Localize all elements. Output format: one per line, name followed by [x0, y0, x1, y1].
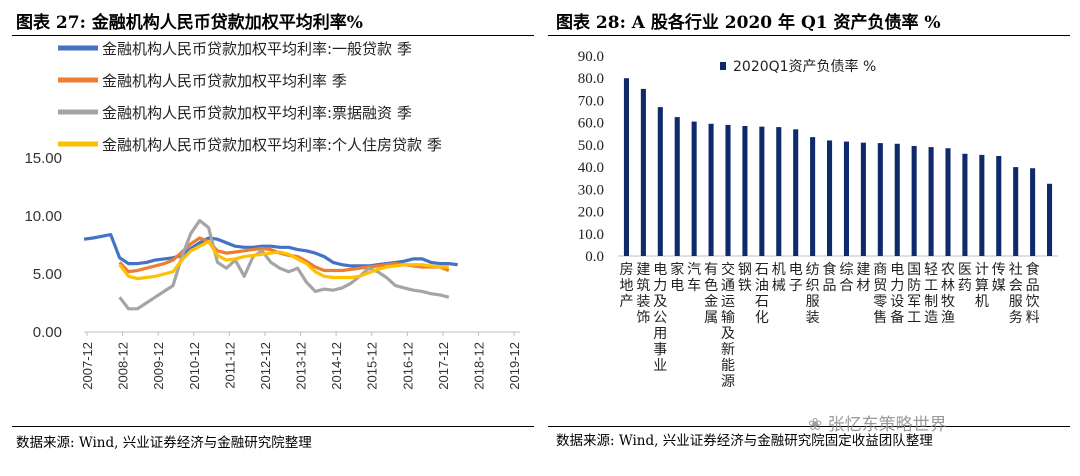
y-tick-label: 15.00: [24, 150, 62, 167]
bar: [945, 148, 951, 256]
x-category-label: 传媒: [992, 262, 1006, 294]
bar-chart: 0.0 10.0 20.0 30.0 40.0 50.0 60.0 70.0 80.0 90.0 房…: [578, 49, 1058, 390]
legend-label-blue: 金融机构人民币贷款加权平均利率:一般贷款 季: [102, 40, 412, 58]
bar: [742, 126, 748, 256]
bar: [979, 154, 985, 256]
legend-label-orange: 金融机构人民币贷款加权平均利率 季: [102, 72, 347, 90]
bar: [843, 141, 849, 256]
y-tick-label: 20.0: [578, 205, 604, 221]
bar: [860, 142, 866, 256]
bar: [877, 143, 883, 256]
bar: [996, 156, 1002, 256]
y-tick-label: 90.0: [578, 49, 604, 65]
y-tick-label: 0.0: [585, 249, 604, 265]
x-category-label: 社会服务: [1009, 262, 1023, 326]
y-tick-label: 60.0: [578, 116, 604, 132]
x-category-label: 电力及公用事业: [653, 262, 667, 374]
y-tick-label: 10.0: [578, 227, 604, 243]
right-source-rule: [548, 426, 1070, 427]
x-tick-label: 2008-12: [116, 342, 131, 390]
x-tick-label: 2015-12: [365, 342, 380, 390]
right-source-note: 数据来源: Wind, 兴业证券经济与金融研究院固定收益团队整理: [556, 433, 933, 449]
bar: [894, 143, 900, 256]
bar: [708, 123, 714, 257]
bar: [911, 146, 917, 256]
x-category-label: 电力设备: [890, 262, 904, 326]
x-category-label: 建材: [856, 262, 870, 294]
line-chart: 0.00 5.00 10.00 15.00 2007-12 2008-12 2009-12 2…: [24, 40, 522, 390]
x-tick-label: 2019-12: [507, 342, 522, 390]
x-category-label: 商贸零售: [873, 262, 887, 326]
watermark-text: ❀ 张忆东策略世界: [808, 410, 947, 435]
x-tick-label: 2016-12: [400, 342, 415, 390]
legend-swatch: [720, 62, 726, 70]
y-tick-label: 70.0: [578, 93, 604, 109]
x-category-label: 机械: [772, 262, 786, 294]
bar: [928, 147, 934, 256]
y-tick-label: 40.0: [578, 160, 604, 176]
left-title-rule: [12, 35, 534, 36]
right-chart-title: 图表 28: A 股各行业 2020 年 Q1 资产负债率 %: [556, 13, 941, 33]
x-category-label: 食品饮料: [1026, 261, 1040, 326]
legend-label-yellow: 金融机构人民币贷款加权平均利率:个人住房贷款 季: [102, 136, 442, 154]
bar: [827, 140, 833, 256]
bar: [1030, 168, 1036, 256]
x-category-label: 有色金属: [704, 262, 718, 326]
x-tick-label: 2011-12: [222, 342, 237, 389]
x-tick-label: 2013-12: [294, 342, 309, 390]
series-line-yellow: [118, 239, 449, 281]
y-tick-label: 50.0: [578, 138, 604, 154]
x-tick-label: 2010-12: [187, 342, 202, 390]
y-tick-label: 0.00: [33, 324, 62, 341]
x-category-label: 纺织服装: [806, 262, 820, 326]
bar: [1013, 167, 1019, 256]
bar: [623, 78, 629, 256]
right-title-rule: [548, 35, 1070, 36]
y-tick-label: 30.0: [578, 182, 604, 198]
left-source-rule: [12, 426, 534, 427]
watermark-label: 张忆东策略世界: [827, 415, 947, 435]
x-category-label: 家电: [670, 261, 684, 294]
x-tick-label: 2007-12: [80, 342, 95, 390]
x-category-label: 交通运输及新能源: [721, 261, 735, 390]
x-category-label: 建筑装饰: [636, 262, 650, 326]
x-category-label: 综合: [839, 262, 853, 294]
x-category-label: 汽车: [687, 262, 701, 294]
y-tick-label: 80.0: [578, 71, 604, 87]
x-tick-label: 2009-12: [151, 342, 166, 390]
x-tick-label: 2017-12: [436, 342, 451, 390]
legend-label: 2020Q1资产负债率 %: [733, 58, 876, 75]
x-tick-label: 2014-12: [329, 342, 344, 390]
bar: [657, 107, 663, 256]
bar: [725, 124, 731, 256]
bar: [962, 153, 968, 256]
x-category-label: 计算机: [975, 262, 989, 310]
wechat-icon: ❀: [808, 415, 828, 435]
x-category-label: 国防军工: [907, 262, 921, 326]
legend-label-gray: 金融机构人民币贷款加权平均利率:票据融资 季: [102, 104, 412, 122]
bar: [674, 117, 680, 256]
x-category-label: 电子: [789, 262, 803, 294]
bar: [1047, 183, 1053, 256]
x-category-label: 房地产: [619, 262, 633, 310]
x-category-label: 钢铁: [738, 262, 752, 294]
x-category-label: 食品: [823, 261, 837, 294]
left-source-note: 数据来源: Wind, 兴业证券经济与金融研究院整理: [16, 435, 312, 451]
x-category-label: 医药: [958, 262, 972, 294]
x-tick-label: 2018-12: [472, 342, 487, 390]
bar: [691, 121, 697, 256]
y-tick-label: 10.00: [24, 208, 62, 225]
bar: [810, 137, 816, 256]
series-line-gray: [118, 219, 450, 311]
x-tick-label: 2012-12: [258, 342, 273, 390]
left-chart-title: 图表 27: 金融机构人民币贷款加权平均利率%: [16, 13, 363, 33]
bar: [776, 127, 782, 256]
bar: [640, 88, 646, 256]
x-category-label: 农林牧渔: [941, 262, 955, 326]
y-tick-label: 5.00: [33, 266, 62, 283]
bar: [793, 129, 799, 256]
x-category-label: 轻工制造: [924, 262, 938, 326]
x-category-label: 石油石化: [755, 262, 769, 326]
bar: [759, 126, 765, 257]
